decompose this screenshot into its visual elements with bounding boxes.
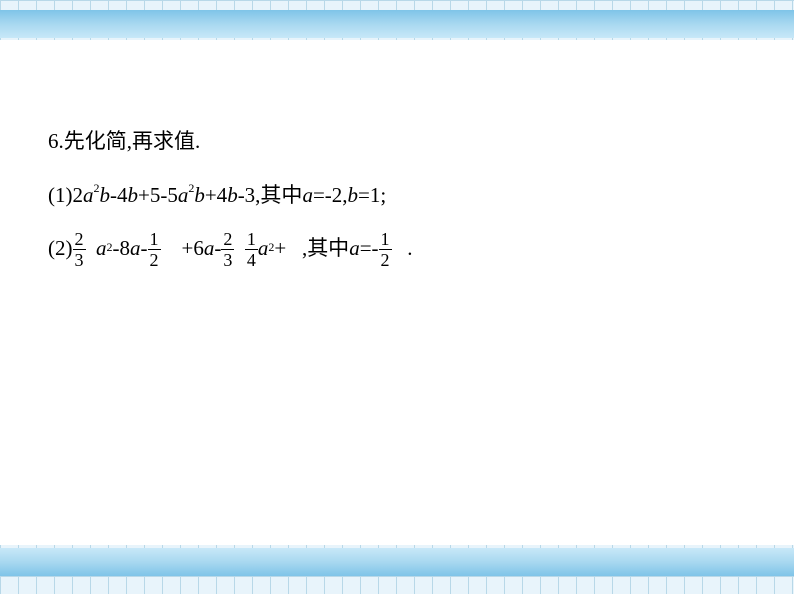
top-border (0, 10, 794, 38)
problem-title-line: 6.先化简,再求值. (48, 115, 413, 169)
part1-tail1: -3,其中 (238, 183, 303, 207)
part2-gap2 (161, 222, 182, 276)
part2-var-a5: a (349, 222, 360, 276)
problem-number: 6. (48, 129, 64, 153)
part2-op2: +6 (182, 222, 204, 276)
part1-sup1: 2 (94, 181, 100, 195)
part1-var-b4: b (227, 183, 238, 207)
bottom-border (0, 548, 794, 576)
problem-title: 先化简,再求值. (64, 129, 201, 153)
part2-frac3: 2 3 (221, 230, 234, 269)
part2-frac2: 1 2 (148, 230, 161, 269)
part2-op3: + (274, 222, 286, 276)
part2-label: (2) (48, 222, 73, 276)
part2-op2b: - (214, 222, 221, 276)
part2-tail3: . (407, 222, 412, 276)
frac2-den: 2 (148, 251, 161, 269)
frac1-num: 2 (73, 230, 86, 248)
frac2-num: 1 (148, 230, 161, 248)
part1-op2: +5-5 (138, 183, 178, 207)
part1-var-b5: b (348, 183, 359, 207)
frac3-den: 3 (221, 251, 234, 269)
part2-gap4 (286, 222, 302, 276)
part2-tail1: ,其中 (302, 222, 349, 276)
part1-label: (1) (48, 183, 73, 207)
part1-var-a2: a (178, 183, 189, 207)
part2-frac1: 2 3 (73, 230, 86, 269)
part2-var-a1: a (96, 222, 107, 276)
frac1-den: 3 (73, 251, 86, 269)
part1-var-b3: b (194, 183, 205, 207)
part2-sup2: 2 (268, 232, 274, 263)
problem-part1: (1)2a2b-4b+5-5a2b+4b-3,其中a=-2,b=1; (48, 169, 413, 223)
problem-part2: (2) 2 3 a2-8a- 1 2 +6a- 2 3 1 4 a2+ ,其中a… (48, 222, 413, 276)
part1-var-b2: b (128, 183, 139, 207)
part1-op1: -4 (110, 183, 128, 207)
part1-op3: +4 (205, 183, 227, 207)
frac4-den: 4 (245, 251, 258, 269)
part1-coef1: 2 (73, 183, 84, 207)
part2-gap5 (392, 222, 408, 276)
part2-var-a4: a (258, 222, 269, 276)
part2-frac4: 1 4 (245, 230, 258, 269)
part1-sup2: 2 (188, 181, 194, 195)
problem-content: 6.先化简,再求值. (1)2a2b-4b+5-5a2b+4b-3,其中a=-2… (48, 115, 413, 276)
part1-var-b1: b (100, 183, 111, 207)
frac4-num: 1 (245, 230, 258, 248)
frac5-den: 2 (379, 251, 392, 269)
part2-op1: -8 (113, 222, 131, 276)
part2-gap1 (86, 222, 97, 276)
part1-tail2: =-2, (313, 183, 348, 207)
part2-gap3 (234, 222, 245, 276)
frac5-num: 1 (379, 230, 392, 248)
part1-var-a1: a (83, 183, 94, 207)
part2-op1b: - (141, 222, 148, 276)
part1-tail3: =1; (358, 183, 386, 207)
frac3-num: 2 (221, 230, 234, 248)
part2-tail2: =- (360, 222, 379, 276)
part2-var-a2: a (130, 222, 141, 276)
part2-sup1: 2 (107, 232, 113, 263)
part2-frac5: 1 2 (379, 230, 392, 269)
part1-var-a3: a (302, 183, 313, 207)
part2-var-a3: a (204, 222, 215, 276)
